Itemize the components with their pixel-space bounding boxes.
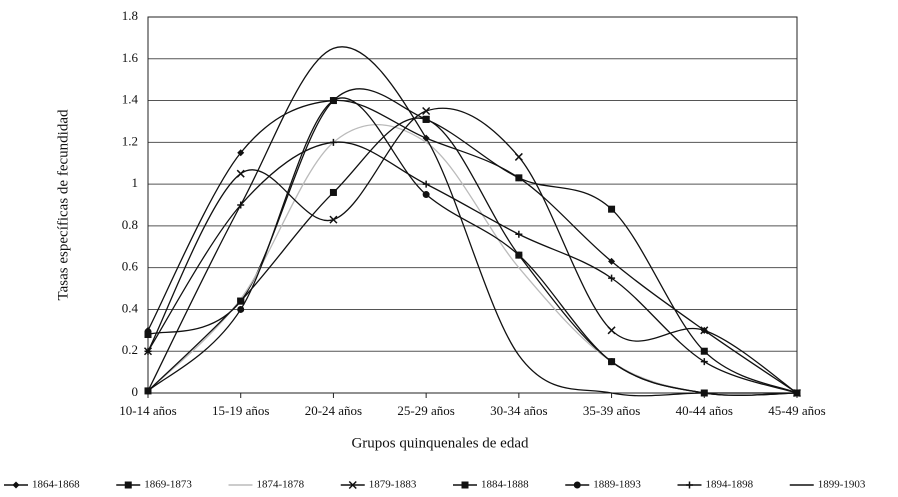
plot-border bbox=[147, 16, 798, 394]
point-marker bbox=[422, 191, 430, 199]
legend-label: 1864-1868 bbox=[32, 479, 80, 491]
point-marker bbox=[608, 358, 616, 366]
legend-label: 1869-1873 bbox=[144, 479, 192, 491]
series-line bbox=[147, 99, 798, 394]
y-tick-label: 0.6 bbox=[122, 259, 139, 274]
y-axis-title: Tasas específicas de fecundidad bbox=[55, 109, 71, 300]
legend-label: 1889-1893 bbox=[593, 479, 641, 491]
point-marker bbox=[514, 152, 523, 161]
point-marker bbox=[329, 97, 337, 105]
point-marker bbox=[422, 106, 431, 116]
point-marker bbox=[422, 180, 430, 188]
point-marker bbox=[700, 358, 708, 366]
x-tick-label: 20-24 años bbox=[305, 403, 362, 418]
point-marker bbox=[515, 174, 523, 182]
legend-marker bbox=[573, 481, 581, 489]
legend-marker bbox=[348, 480, 357, 490]
y-tick-label: 0.8 bbox=[122, 217, 138, 232]
point-marker bbox=[329, 188, 337, 196]
legend-label: 1874-1878 bbox=[257, 479, 305, 491]
legend-label: 1884-1888 bbox=[481, 479, 529, 491]
point-marker bbox=[237, 305, 245, 313]
x-tick-label: 15-19 años bbox=[212, 403, 269, 418]
x-tick-label: 30-34 años bbox=[490, 403, 547, 418]
legend-marker bbox=[12, 481, 20, 489]
x-axis-title: Grupos quinquenales de edad bbox=[351, 435, 529, 451]
y-tick-label: 1.6 bbox=[122, 50, 139, 65]
y-tick-label: 1.8 bbox=[122, 8, 138, 23]
y-tick-label: 1 bbox=[132, 175, 139, 190]
point-marker bbox=[700, 347, 708, 355]
point-marker bbox=[329, 215, 338, 224]
y-tick-label: 0.2 bbox=[122, 342, 138, 357]
point-marker bbox=[607, 326, 616, 335]
point-marker bbox=[144, 331, 152, 339]
point-marker bbox=[422, 115, 430, 123]
x-tick-label: 40-44 años bbox=[676, 403, 733, 418]
x-tick-label: 35-39 años bbox=[583, 403, 640, 418]
legend-label: 1899-1903 bbox=[818, 479, 866, 491]
point-marker bbox=[515, 230, 523, 238]
point-marker bbox=[608, 257, 616, 265]
series-line bbox=[147, 124, 798, 396]
y-tick-label: 1.4 bbox=[122, 92, 139, 107]
y-tick-label: 1.2 bbox=[122, 133, 138, 148]
legend-marker bbox=[461, 481, 469, 489]
point-marker bbox=[237, 149, 245, 157]
legend-marker bbox=[686, 481, 693, 489]
series-line bbox=[147, 97, 798, 396]
legend-marker bbox=[124, 481, 132, 489]
y-tick-label: 0 bbox=[132, 384, 139, 399]
series-line bbox=[147, 46, 797, 397]
y-tick-label: 0.4 bbox=[122, 300, 139, 315]
x-tick-label: 10-14 años bbox=[119, 403, 176, 418]
series-line bbox=[147, 117, 798, 396]
legend-label: 1879-1883 bbox=[369, 479, 417, 491]
x-tick-label: 25-29 años bbox=[397, 403, 454, 418]
point-marker bbox=[144, 347, 152, 355]
point-marker bbox=[608, 205, 616, 213]
point-marker bbox=[329, 138, 337, 146]
point-marker bbox=[608, 274, 616, 282]
point-marker bbox=[700, 326, 709, 335]
point-marker bbox=[237, 297, 245, 305]
point-marker bbox=[236, 169, 245, 178]
point-marker bbox=[515, 251, 523, 259]
series-line bbox=[147, 88, 798, 394]
legend-label: 1894-1898 bbox=[706, 479, 754, 491]
x-tick-label: 45-49 años bbox=[768, 403, 825, 418]
